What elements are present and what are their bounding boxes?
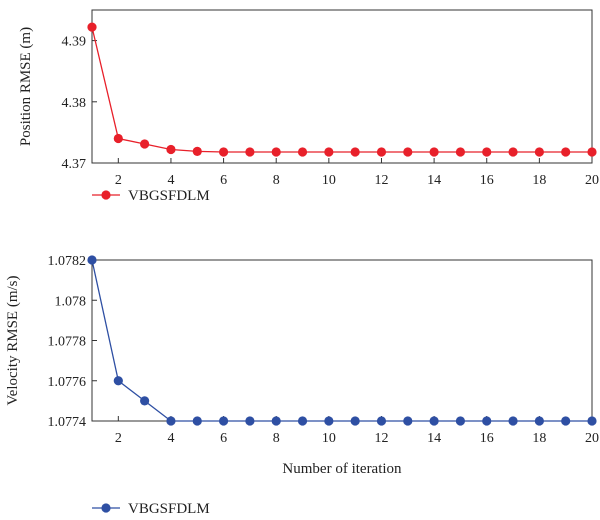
chart0-x-tick-label-5: 12 xyxy=(374,173,388,188)
chart1-data-point-11 xyxy=(376,416,387,426)
chart0-data-point-16 xyxy=(508,147,518,157)
chart1-x-tick-label-6: 14 xyxy=(427,431,441,446)
chart0-data-point-17 xyxy=(534,147,544,157)
chart1-data-point-0 xyxy=(87,255,97,265)
chart1-series-line-0 xyxy=(91,259,592,422)
chart1-data-point-12 xyxy=(403,416,413,426)
chart0-x-tick-label-1: 4 xyxy=(167,173,174,188)
chart1-y-tick-label-3: 1.078 xyxy=(55,294,87,309)
chart0-data-point-12 xyxy=(403,147,413,157)
chart0-x-tick-label-3: 8 xyxy=(273,173,280,188)
chart0-data-point-18 xyxy=(561,147,571,157)
chart0-series-line-0 xyxy=(91,26,592,153)
chart1-y-tick-label-0: 1.0774 xyxy=(48,415,87,430)
chart1-data-point-14 xyxy=(455,416,466,426)
chart1-data-point-8 xyxy=(297,416,308,426)
chart1-data-point-10 xyxy=(350,416,360,426)
chart0-data-point-19 xyxy=(587,147,597,157)
chart1-data-point-4 xyxy=(192,416,202,426)
chart1-data-point-6 xyxy=(245,416,255,426)
chart1-data-point-16 xyxy=(508,416,518,426)
chart1-x-tick-label-0: 2 xyxy=(115,431,122,446)
chart0-y-tick-label-1: 4.38 xyxy=(62,96,87,111)
chart0-data-point-10 xyxy=(350,147,360,157)
chart1-y-tick-label-4: 1.0782 xyxy=(48,254,87,269)
chart0-data-point-5 xyxy=(218,147,229,157)
chart0-x-tick-label-4: 10 xyxy=(322,173,336,188)
chart0-data-point-8 xyxy=(297,147,308,157)
chart1-y-tick-label-2: 1.0778 xyxy=(48,335,87,350)
chart1-data-point-7 xyxy=(271,416,281,426)
chart1-x-tick-label-1: 4 xyxy=(167,431,174,446)
chart0-y-tick-label-2: 4.39 xyxy=(62,35,87,50)
chart0-data-point-4 xyxy=(192,146,202,156)
chart0-data-point-6 xyxy=(245,147,255,157)
chart1-data-point-17 xyxy=(534,416,544,426)
chart0-x-tick-label-8: 18 xyxy=(532,173,546,188)
chart1-legend-label: VBGSFDLM xyxy=(128,501,210,517)
chart0-x-tick-label-7: 16 xyxy=(480,173,494,188)
chart1-data-point-13 xyxy=(429,416,439,426)
chart1-data-point-19 xyxy=(587,416,597,426)
chart1-data-point-2 xyxy=(140,396,150,406)
chart0-data-point-13 xyxy=(429,147,439,157)
chart0-x-tick-label-0: 2 xyxy=(115,173,122,188)
chart1-x-tick-label-8: 18 xyxy=(532,431,546,446)
chart1-x-axis-title: Number of iteration xyxy=(282,461,402,477)
chart0-data-point-9 xyxy=(324,147,334,157)
chart0-plot-frame xyxy=(91,9,593,164)
chart0-y-axis-title: Position RMSE (m) xyxy=(18,27,34,146)
chart1-data-point-3 xyxy=(166,416,176,426)
chart0-legend-label: VBGSFDLM xyxy=(128,188,210,204)
chart1-data-point-9 xyxy=(324,416,334,426)
chart1-plot-frame xyxy=(91,259,593,422)
chart1-data-point-5 xyxy=(218,416,229,426)
chart1-x-tick-label-2: 6 xyxy=(220,431,227,446)
chart0-x-tick-label-9: 20 xyxy=(585,173,599,188)
chart0-data-point-14 xyxy=(455,147,466,157)
chart1-data-point-15 xyxy=(482,416,492,426)
chart1-y-tick-label-1: 1.0776 xyxy=(48,375,87,390)
chart0-y-tick-label-0: 4.37 xyxy=(62,157,87,172)
chart0-x-tick-label-2: 6 xyxy=(220,173,227,188)
chart0-data-point-7 xyxy=(271,147,281,157)
chart1-x-tick-label-7: 16 xyxy=(480,431,494,446)
chart0-data-point-15 xyxy=(482,147,492,157)
chart0-data-point-11 xyxy=(376,147,387,157)
chart1-x-tick-label-3: 8 xyxy=(273,431,280,446)
chart1-data-point-1 xyxy=(113,376,123,386)
chart0-data-point-3 xyxy=(166,144,176,155)
chart0-data-point-1 xyxy=(113,133,123,144)
chart1-x-tick-label-5: 12 xyxy=(374,431,388,446)
chart1-legend-marker xyxy=(101,503,111,513)
chart0-data-point-2 xyxy=(140,139,150,149)
chart1-x-tick-label-9: 20 xyxy=(585,431,599,446)
chart1-data-point-18 xyxy=(561,416,571,426)
chart0-legend-marker xyxy=(101,190,111,200)
chart1-y-axis-title: Velocity RMSE (m/s) xyxy=(5,275,21,405)
chart0-x-tick-label-6: 14 xyxy=(427,173,441,188)
chart1-x-tick-label-4: 10 xyxy=(322,431,336,446)
chart0-data-point-0 xyxy=(87,22,97,32)
